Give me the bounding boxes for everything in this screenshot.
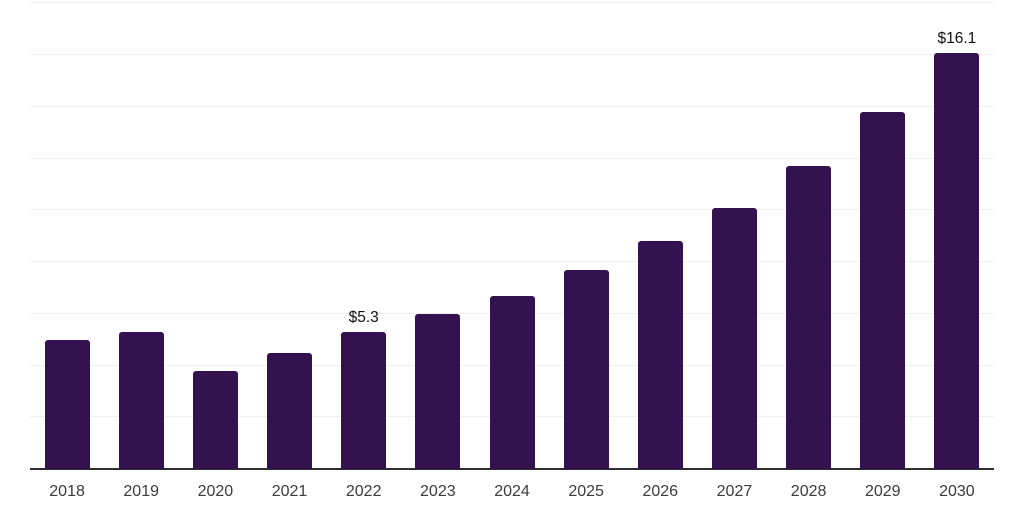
x-axis-line [30, 468, 994, 470]
bar-2021 [267, 352, 313, 469]
x-tick-2021: 2021 [271, 483, 308, 500]
bar-2022 [341, 331, 387, 469]
bar-2023 [415, 313, 461, 469]
x-tick-2022: 2022 [345, 483, 382, 500]
x-axis-tick-labels: 2018 2019 2020 2021 2022 2023 2024 2025 2026 2027… [30, 482, 994, 504]
x-tick-2026: 2026 [642, 483, 679, 500]
bar-2027 [711, 207, 757, 469]
gridline-18 [30, 2, 994, 4]
x-tick-2024: 2024 [494, 483, 530, 500]
bar-2026 [637, 241, 683, 469]
gridline-16 [30, 54, 994, 56]
bar-2028 [786, 166, 832, 469]
x-tick-2027: 2027 [716, 483, 753, 500]
plot-area: $5.3 $16.1 [30, 0, 994, 470]
gridline-14 [30, 105, 994, 107]
bar-2029 [860, 112, 906, 469]
bar-2024 [489, 295, 535, 469]
x-tick-2029: 2029 [864, 483, 901, 500]
bar-2025 [563, 269, 609, 469]
x-tick-2028: 2028 [790, 483, 827, 500]
x-tick-2023: 2023 [420, 483, 456, 500]
data-label-2022: $5.3 [348, 308, 379, 326]
data-label-2030: $16.1 [937, 29, 977, 47]
gridline-8 [30, 261, 994, 263]
x-tick-2018: 2018 [49, 483, 85, 500]
bar-2020 [192, 370, 238, 469]
x-tick-2030: 2030 [939, 483, 975, 500]
bar-2018 [44, 339, 90, 469]
bar-2019 [118, 331, 164, 469]
x-tick-2020: 2020 [197, 483, 234, 500]
gridline-10 [30, 209, 994, 211]
x-tick-2019: 2019 [123, 483, 159, 500]
bar-2030 [934, 52, 980, 469]
gridline-12 [30, 157, 994, 159]
x-tick-2025: 2025 [568, 483, 604, 500]
